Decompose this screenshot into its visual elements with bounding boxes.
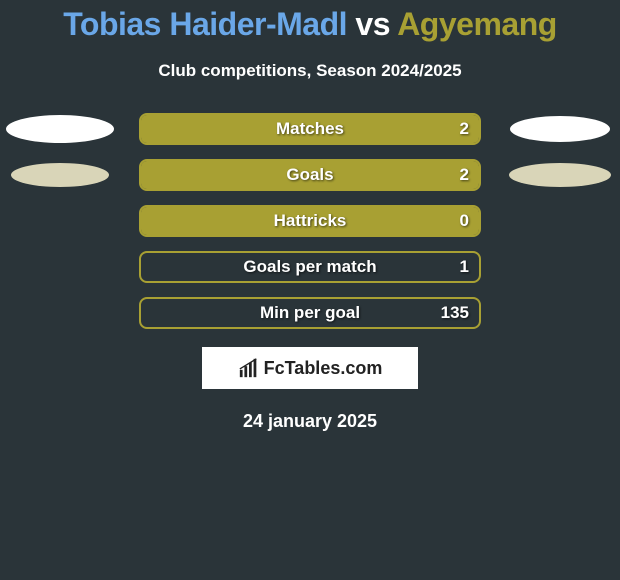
stat-value: 135 [441,303,469,323]
stat-bar: Goals per match 1 [139,251,481,283]
stat-bar: Min per goal 135 [139,297,481,329]
stat-rows: Matches 2 Goals 2 Hattricks 0 Goals per match 1… [0,113,620,329]
subtitle: Club competitions, Season 2024/2025 [0,61,620,81]
stat-row: Min per goal 135 [0,297,620,329]
stat-label: Hattricks [274,211,347,231]
ellipse-icon [509,163,611,187]
stat-row: Matches 2 [0,113,620,145]
logo-box: FcTables.com [202,347,418,389]
chart-icon [238,357,260,379]
stat-bar: Goals 2 [139,159,481,191]
player2-name: Agyemang [397,6,557,42]
logo-text: FcTables.com [264,358,383,379]
stat-value: 1 [460,257,469,277]
stat-row: Hattricks 0 [0,205,620,237]
stat-bar: Hattricks 0 [139,205,481,237]
date-label: 24 january 2025 [0,411,620,432]
stat-value: 2 [460,165,469,185]
right-indicator [505,116,615,142]
player1-name: Tobias Haider-Madl [63,6,347,42]
comparison-card: Tobias Haider-Madl vs Agyemang Club comp… [0,0,620,432]
stat-row: Goals per match 1 [0,251,620,283]
stat-label: Min per goal [260,303,360,323]
ellipse-icon [11,163,109,187]
stat-value: 0 [460,211,469,231]
stat-label: Goals per match [243,257,376,277]
stat-value: 2 [460,119,469,139]
left-indicator [5,163,115,187]
ellipse-icon [6,115,114,143]
right-indicator [505,163,615,187]
stat-row: Goals 2 [0,159,620,191]
stat-bar: Matches 2 [139,113,481,145]
left-indicator [5,115,115,143]
stat-label: Matches [276,119,344,139]
vs-text: vs [355,6,390,42]
page-title: Tobias Haider-Madl vs Agyemang [0,6,620,43]
ellipse-icon [510,116,610,142]
stat-label: Goals [286,165,333,185]
